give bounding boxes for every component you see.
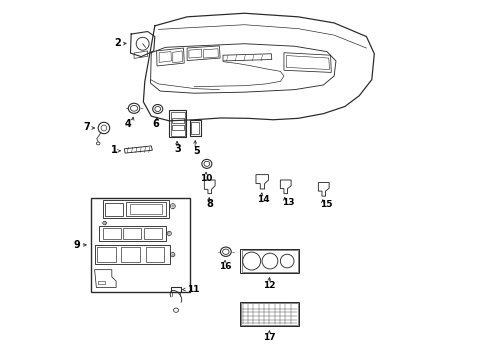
Text: 2: 2: [114, 38, 121, 48]
Text: 4: 4: [125, 119, 132, 129]
Bar: [241, 303, 297, 325]
Text: 13: 13: [281, 198, 294, 207]
Bar: [241, 250, 297, 272]
Text: 11: 11: [187, 285, 199, 294]
Bar: [171, 287, 181, 292]
Text: 1: 1: [110, 145, 117, 155]
Bar: [91, 198, 189, 292]
Text: 10: 10: [200, 174, 212, 183]
Bar: [240, 249, 299, 273]
Bar: [239, 302, 298, 326]
Text: 15: 15: [319, 200, 332, 209]
Text: 16: 16: [219, 262, 231, 271]
Text: 6: 6: [152, 119, 159, 129]
Text: 7: 7: [83, 122, 90, 132]
Text: 12: 12: [263, 281, 275, 290]
Text: 9: 9: [74, 240, 81, 251]
Text: 14: 14: [257, 194, 269, 203]
Text: 3: 3: [174, 144, 181, 154]
Text: 8: 8: [206, 199, 213, 209]
Text: 5: 5: [192, 146, 199, 156]
Text: 17: 17: [263, 333, 275, 342]
